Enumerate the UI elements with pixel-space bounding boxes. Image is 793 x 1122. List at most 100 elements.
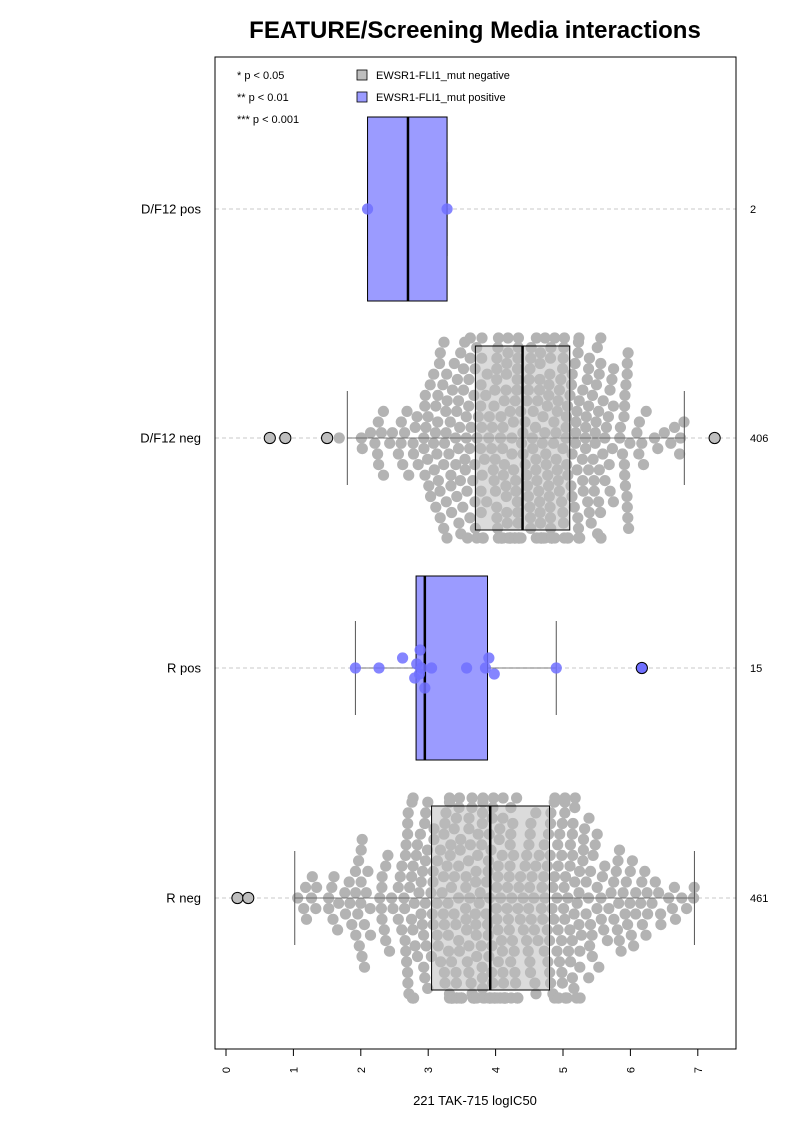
cloud-point <box>569 437 582 449</box>
cloud-point <box>593 368 605 380</box>
cloud-point <box>445 469 457 481</box>
cloud-point <box>625 929 637 941</box>
cloud-point <box>377 405 389 417</box>
cloud-point <box>572 347 584 359</box>
cloud-point <box>344 897 356 909</box>
cloud-point <box>515 532 527 544</box>
group-count: 15 <box>750 663 762 675</box>
cloud-point <box>404 881 416 894</box>
cloud-point <box>548 913 560 925</box>
data-point <box>483 652 495 664</box>
cloud-point <box>569 792 581 804</box>
boxes <box>294 116 695 991</box>
cloud-point <box>577 384 589 396</box>
cloud-point <box>477 532 489 544</box>
cloud-point <box>570 416 582 428</box>
cloud-point <box>577 485 589 497</box>
cloud-point <box>411 839 423 851</box>
cloud-point <box>451 405 463 417</box>
cloud-point <box>311 881 323 894</box>
cloud-point <box>349 865 362 878</box>
cloud-point <box>579 823 591 835</box>
cloud-point <box>355 844 367 856</box>
cloud-point <box>428 437 440 449</box>
cloud-point <box>621 490 633 503</box>
cloud-point <box>419 817 431 830</box>
data-point <box>488 668 500 680</box>
cloud-point <box>419 469 431 481</box>
cloud-point <box>558 881 570 894</box>
outlier-point <box>279 431 292 445</box>
cloud-point <box>502 332 514 344</box>
cloud-point <box>355 897 367 909</box>
cloud-point <box>396 924 408 936</box>
cloud-point <box>666 903 679 915</box>
cloud-point <box>399 903 411 915</box>
cloud-point <box>392 913 404 925</box>
cloud-point <box>613 897 625 909</box>
cloud-point <box>577 833 590 846</box>
cloud-point <box>454 421 466 433</box>
cloud-point <box>595 913 607 925</box>
cloud-point <box>346 919 358 931</box>
cloud-point <box>571 897 583 909</box>
cloud-point <box>624 437 636 449</box>
cloud-point <box>402 977 414 989</box>
cloud-point <box>568 982 580 995</box>
cloud-point <box>327 913 339 925</box>
cloud-point <box>594 506 607 519</box>
cloud-point <box>633 448 645 460</box>
cloud-point <box>613 844 626 856</box>
cloud-point <box>451 490 463 503</box>
cloud-point <box>476 332 488 344</box>
outlier-point <box>321 431 334 445</box>
cloud-point <box>652 443 664 455</box>
cloud-point <box>549 792 561 804</box>
cloud-point <box>552 924 564 936</box>
cloud-point <box>428 368 440 380</box>
cloud-point <box>463 373 475 386</box>
cloud-point <box>630 887 642 899</box>
cloud-point <box>459 464 471 476</box>
cloud-point <box>607 400 620 412</box>
cloud-point <box>559 871 572 883</box>
cloud-point <box>420 940 432 952</box>
data-point <box>479 662 492 674</box>
cloud-point <box>402 807 414 819</box>
cloud-point <box>364 929 377 941</box>
cloud-point <box>569 357 581 370</box>
cloud-point <box>577 855 589 867</box>
cloud-point <box>378 924 390 936</box>
cloud-point <box>417 865 429 878</box>
cloud-point <box>640 405 652 417</box>
cloud-point <box>595 332 607 344</box>
cloud-point <box>416 919 428 931</box>
cloud-point <box>339 908 352 920</box>
group-labels: D/F12 pos D/F12 neg R pos R neg <box>140 202 201 906</box>
cloud-point <box>450 459 462 471</box>
cloud-point <box>397 459 409 471</box>
cloud-point <box>477 792 489 804</box>
cloud-point <box>590 416 602 428</box>
cloud-point <box>530 988 542 1000</box>
cloud-point <box>599 860 611 872</box>
legend-label: EWSR1-FLI1_mut negative <box>376 70 510 82</box>
cloud-point <box>658 427 670 439</box>
cloud-point <box>558 903 570 915</box>
cloud-point <box>402 817 414 830</box>
cloud-point <box>584 919 597 931</box>
cloud-point <box>624 865 636 878</box>
cloud-point <box>360 887 372 899</box>
cloud-point <box>399 427 411 439</box>
cloud-point <box>621 357 633 370</box>
data-point <box>349 662 362 674</box>
cloud-point <box>425 490 437 503</box>
cloud-point <box>612 855 624 867</box>
cloud-point <box>623 522 635 535</box>
cloud-point <box>641 887 653 899</box>
data-point <box>415 662 428 674</box>
cloud-point <box>377 469 390 481</box>
cloud-point <box>615 945 627 957</box>
cloud-point <box>569 802 581 814</box>
x-tick-label: 2 <box>356 1067 368 1073</box>
